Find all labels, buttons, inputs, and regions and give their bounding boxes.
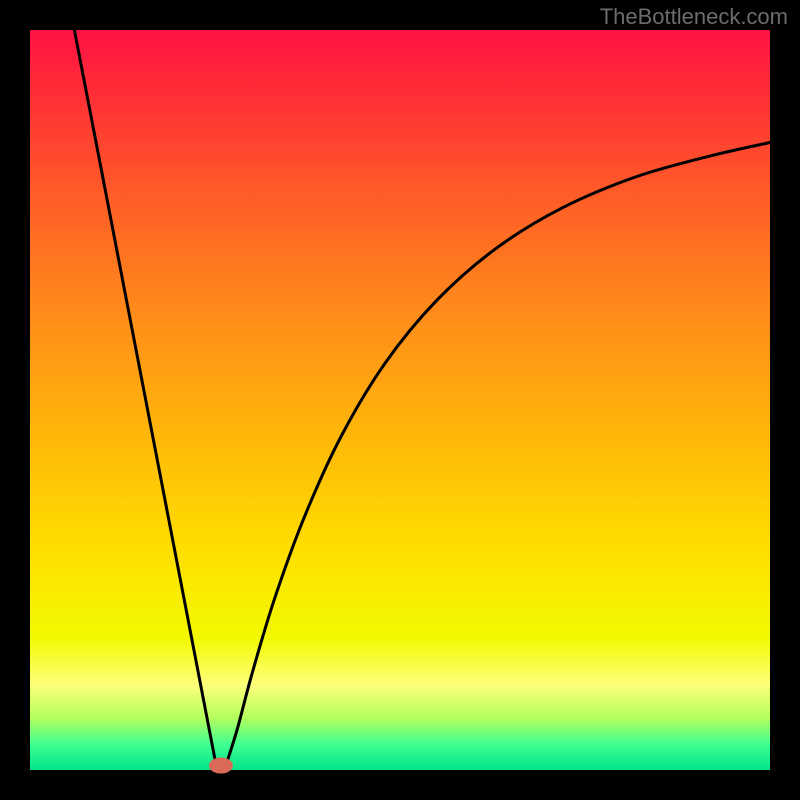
minimum-marker xyxy=(209,758,233,774)
bottleneck-curve-right xyxy=(225,142,770,767)
chart-container: TheBottleneck.com xyxy=(0,0,800,800)
attribution-text: TheBottleneck.com xyxy=(600,4,788,30)
bottleneck-curve-left xyxy=(74,30,216,767)
curve-layer xyxy=(0,0,800,800)
